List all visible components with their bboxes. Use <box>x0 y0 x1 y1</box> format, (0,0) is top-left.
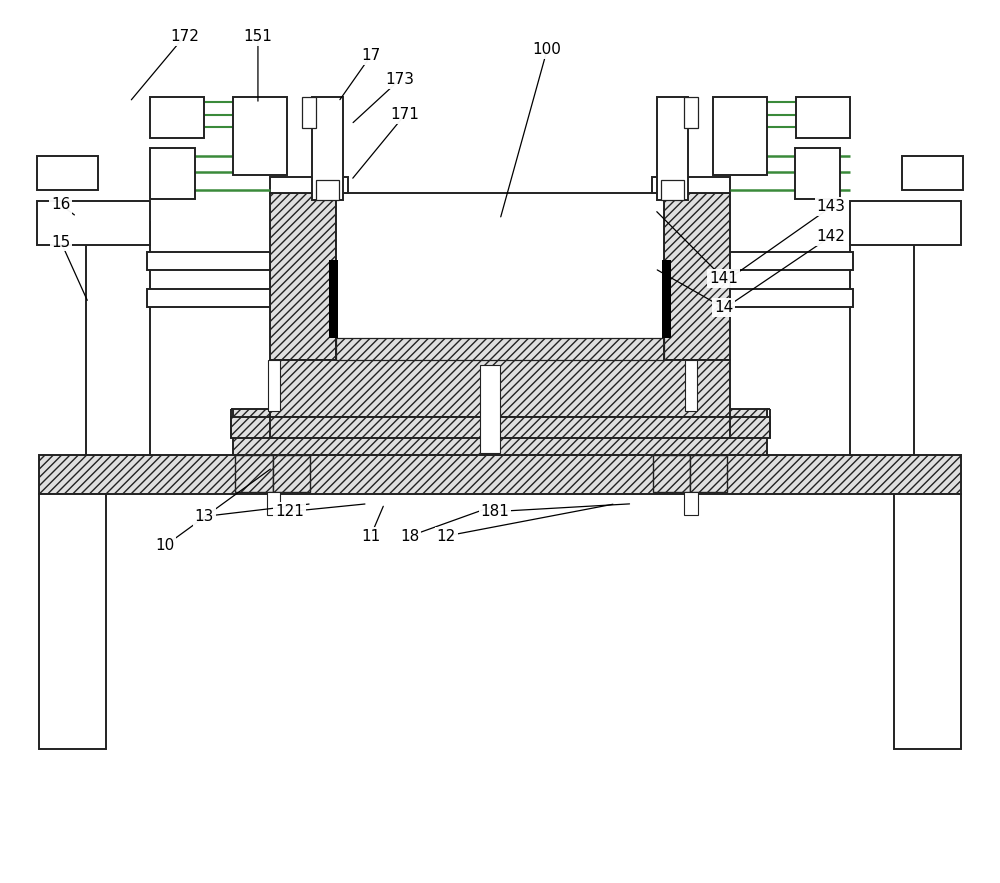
Bar <box>273 455 310 492</box>
Bar <box>86 223 150 455</box>
Bar <box>147 252 270 269</box>
Text: 11: 11 <box>361 529 380 544</box>
Bar <box>902 155 963 190</box>
Text: 100: 100 <box>533 42 561 57</box>
Bar <box>730 289 853 306</box>
Text: 15: 15 <box>51 235 71 250</box>
Bar <box>661 180 684 200</box>
Bar <box>336 338 664 359</box>
Bar <box>230 417 770 438</box>
Bar <box>316 180 339 200</box>
Bar <box>270 359 730 417</box>
Bar <box>664 193 730 359</box>
Bar <box>685 359 697 411</box>
Bar <box>653 455 690 492</box>
Bar <box>37 155 98 190</box>
Bar <box>329 260 338 338</box>
Bar <box>658 171 668 181</box>
Bar <box>796 97 850 139</box>
Bar <box>850 201 961 245</box>
Bar <box>684 97 698 128</box>
Text: 181: 181 <box>481 504 510 519</box>
Bar <box>270 193 336 359</box>
Text: 17: 17 <box>361 49 380 64</box>
Bar <box>657 97 688 200</box>
Text: 141: 141 <box>709 271 738 286</box>
Text: 171: 171 <box>391 107 419 122</box>
Text: 10: 10 <box>155 539 174 554</box>
Bar <box>233 97 287 176</box>
Text: 14: 14 <box>714 300 733 315</box>
Bar <box>37 201 150 245</box>
Bar <box>690 455 727 492</box>
Text: 16: 16 <box>51 197 71 212</box>
Bar <box>332 171 342 181</box>
Bar <box>268 359 280 411</box>
Bar <box>147 289 270 306</box>
Bar <box>662 260 671 338</box>
Bar <box>150 97 204 139</box>
Bar <box>850 223 914 455</box>
Bar <box>39 494 106 749</box>
Text: 13: 13 <box>194 509 214 524</box>
Text: 172: 172 <box>170 29 199 44</box>
Bar <box>684 492 698 516</box>
Bar <box>336 193 664 359</box>
Bar <box>652 177 730 193</box>
Bar <box>270 177 348 193</box>
Bar <box>233 409 767 455</box>
Bar <box>235 455 273 492</box>
Text: 121: 121 <box>275 504 304 519</box>
Text: 142: 142 <box>817 229 846 244</box>
Bar <box>795 148 840 199</box>
Bar <box>730 252 853 269</box>
Bar <box>312 97 343 200</box>
Bar <box>302 97 316 128</box>
Text: 173: 173 <box>386 72 415 87</box>
Text: 12: 12 <box>436 529 456 544</box>
Text: 151: 151 <box>244 29 272 44</box>
Text: 143: 143 <box>817 200 846 215</box>
Bar <box>713 97 767 176</box>
Bar <box>150 148 195 199</box>
Bar <box>267 492 280 516</box>
Bar <box>894 494 961 749</box>
Text: 18: 18 <box>400 529 419 544</box>
Bar <box>480 365 500 453</box>
Bar <box>39 455 961 494</box>
